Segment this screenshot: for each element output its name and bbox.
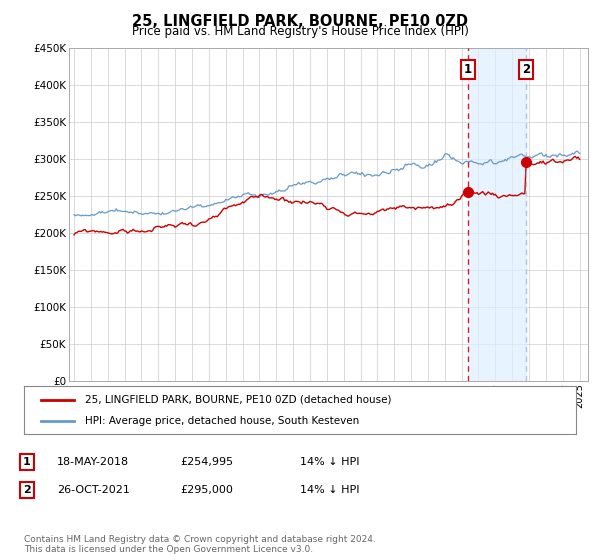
Text: 14% ↓ HPI: 14% ↓ HPI <box>300 457 359 467</box>
Text: 2: 2 <box>522 63 530 76</box>
Text: 2: 2 <box>23 485 31 495</box>
Text: 1: 1 <box>23 457 31 467</box>
Bar <box>468 48 526 381</box>
Text: £254,995: £254,995 <box>180 457 233 467</box>
Text: Price paid vs. HM Land Registry's House Price Index (HPI): Price paid vs. HM Land Registry's House … <box>131 25 469 38</box>
Text: 25, LINGFIELD PARK, BOURNE, PE10 0ZD: 25, LINGFIELD PARK, BOURNE, PE10 0ZD <box>132 14 468 29</box>
Text: £295,000: £295,000 <box>180 485 233 495</box>
Text: Contains HM Land Registry data © Crown copyright and database right 2024.
This d: Contains HM Land Registry data © Crown c… <box>24 535 376 554</box>
Text: 18-MAY-2018: 18-MAY-2018 <box>57 457 129 467</box>
Text: 25, LINGFIELD PARK, BOURNE, PE10 0ZD (detached house): 25, LINGFIELD PARK, BOURNE, PE10 0ZD (de… <box>85 395 391 405</box>
Text: 26-OCT-2021: 26-OCT-2021 <box>57 485 130 495</box>
Text: 1: 1 <box>464 63 472 76</box>
Text: 14% ↓ HPI: 14% ↓ HPI <box>300 485 359 495</box>
Text: HPI: Average price, detached house, South Kesteven: HPI: Average price, detached house, Sout… <box>85 416 359 426</box>
